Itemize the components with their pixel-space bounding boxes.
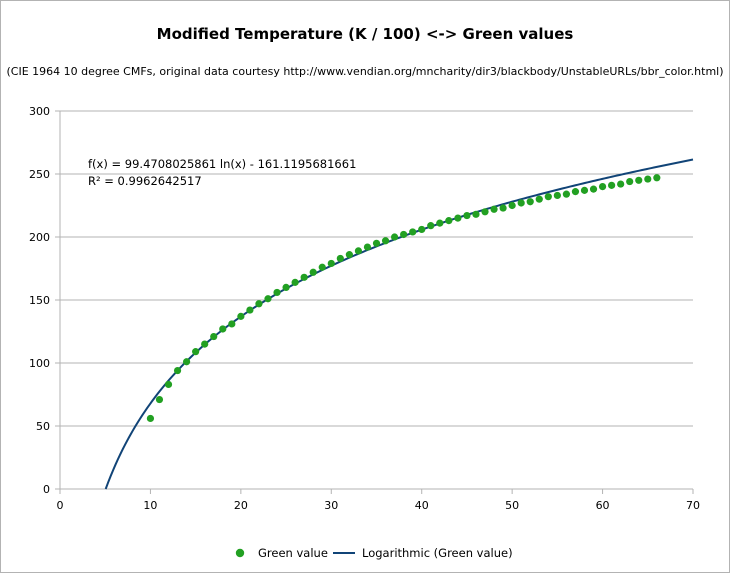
grid-lines: [60, 110, 693, 427]
data-point: [246, 306, 254, 314]
y-tick-label-200: 200: [29, 231, 50, 244]
data-point: [164, 380, 173, 389]
data-point: [508, 201, 516, 210]
y-tick-labels: 0 50 100 150 200 250 300: [29, 105, 50, 496]
data-point: [201, 340, 209, 348]
legend-label-logarithmic: Logarithmic (Green value): [362, 546, 513, 560]
data-point: [309, 268, 317, 276]
data-point: [635, 176, 643, 184]
data-point: [354, 247, 363, 255]
data-point: [499, 204, 507, 212]
data-point: [173, 366, 182, 375]
data-point: [372, 239, 381, 247]
x-tick-label-30: 30: [324, 499, 338, 512]
data-point: [219, 325, 227, 333]
data-point: [381, 237, 390, 245]
data-point: [327, 259, 335, 268]
y-tick-label-300: 300: [29, 105, 50, 118]
data-point: [445, 217, 453, 225]
data-point: [580, 186, 589, 194]
y-tick-label-150: 150: [29, 294, 50, 307]
trendline: [104, 158, 694, 490]
data-point: [617, 180, 625, 188]
legend-marker-green-value: [235, 548, 245, 558]
x-tick-label-60: 60: [596, 499, 610, 512]
x-tick-label-20: 20: [234, 499, 248, 512]
data-point: [318, 263, 326, 271]
data-points: [146, 174, 661, 423]
data-point: [463, 211, 471, 220]
data-point: [598, 183, 607, 191]
data-point: [535, 195, 543, 203]
chart-subtitle: (CIE 1964 10 degree CMFs, original data …: [6, 65, 723, 78]
x-tick-label-70: 70: [686, 499, 700, 512]
data-point: [183, 358, 191, 366]
data-point: [436, 219, 444, 227]
x-tick-label-10: 10: [143, 499, 157, 512]
data-point: [264, 295, 272, 303]
data-point: [273, 288, 281, 297]
chart-title: Modified Temperature (K / 100) <-> Green…: [157, 25, 574, 43]
x-tick-labels: 0 10 20 30 40 50 60 70: [57, 499, 701, 512]
data-point: [300, 273, 308, 281]
data-point: [526, 198, 534, 206]
trendline-r-squared: R² = 0.9962642517: [88, 174, 202, 188]
data-point: [228, 320, 236, 328]
data-point: [363, 243, 372, 251]
data-point: [400, 230, 408, 239]
y-tick-label-0: 0: [43, 483, 50, 496]
data-point: [454, 214, 462, 222]
trendline-curve: [104, 158, 694, 490]
y-tick-label-250: 250: [29, 168, 50, 181]
data-point: [553, 191, 561, 200]
data-point: [472, 210, 480, 218]
data-point: [427, 222, 435, 230]
data-point: [589, 185, 598, 193]
data-point: [336, 254, 344, 263]
data-point: [255, 300, 263, 308]
data-point: [481, 208, 489, 216]
data-point: [210, 332, 218, 341]
axes: [55, 110, 694, 494]
data-point: [562, 190, 571, 198]
data-point: [544, 193, 552, 201]
legend-label-green-value: Green value: [258, 546, 328, 560]
data-point: [517, 199, 525, 207]
data-point: [192, 348, 200, 356]
data-point: [345, 251, 353, 259]
x-tick-label-40: 40: [415, 499, 429, 512]
y-tick-label-100: 100: [29, 357, 50, 370]
data-point: [146, 414, 155, 423]
data-point: [490, 205, 498, 213]
data-point: [237, 312, 245, 320]
data-point: [155, 395, 164, 404]
y-tick-label-50: 50: [36, 420, 50, 433]
data-point: [644, 175, 652, 183]
data-point: [390, 233, 399, 241]
data-point: [653, 174, 661, 182]
data-point: [291, 278, 299, 286]
data-point: [409, 228, 417, 236]
data-point: [418, 225, 426, 234]
data-point: [626, 177, 634, 186]
data-point: [608, 181, 616, 189]
x-tick-label-50: 50: [505, 499, 519, 512]
trendline-equation: f(x) = 99.4708025861 ln(x) - 161.1195681…: [88, 157, 356, 171]
data-point: [571, 188, 580, 196]
data-point: [282, 283, 290, 291]
legend: Green value Logarithmic (Green value): [235, 546, 513, 560]
x-tick-label-0: 0: [57, 499, 64, 512]
